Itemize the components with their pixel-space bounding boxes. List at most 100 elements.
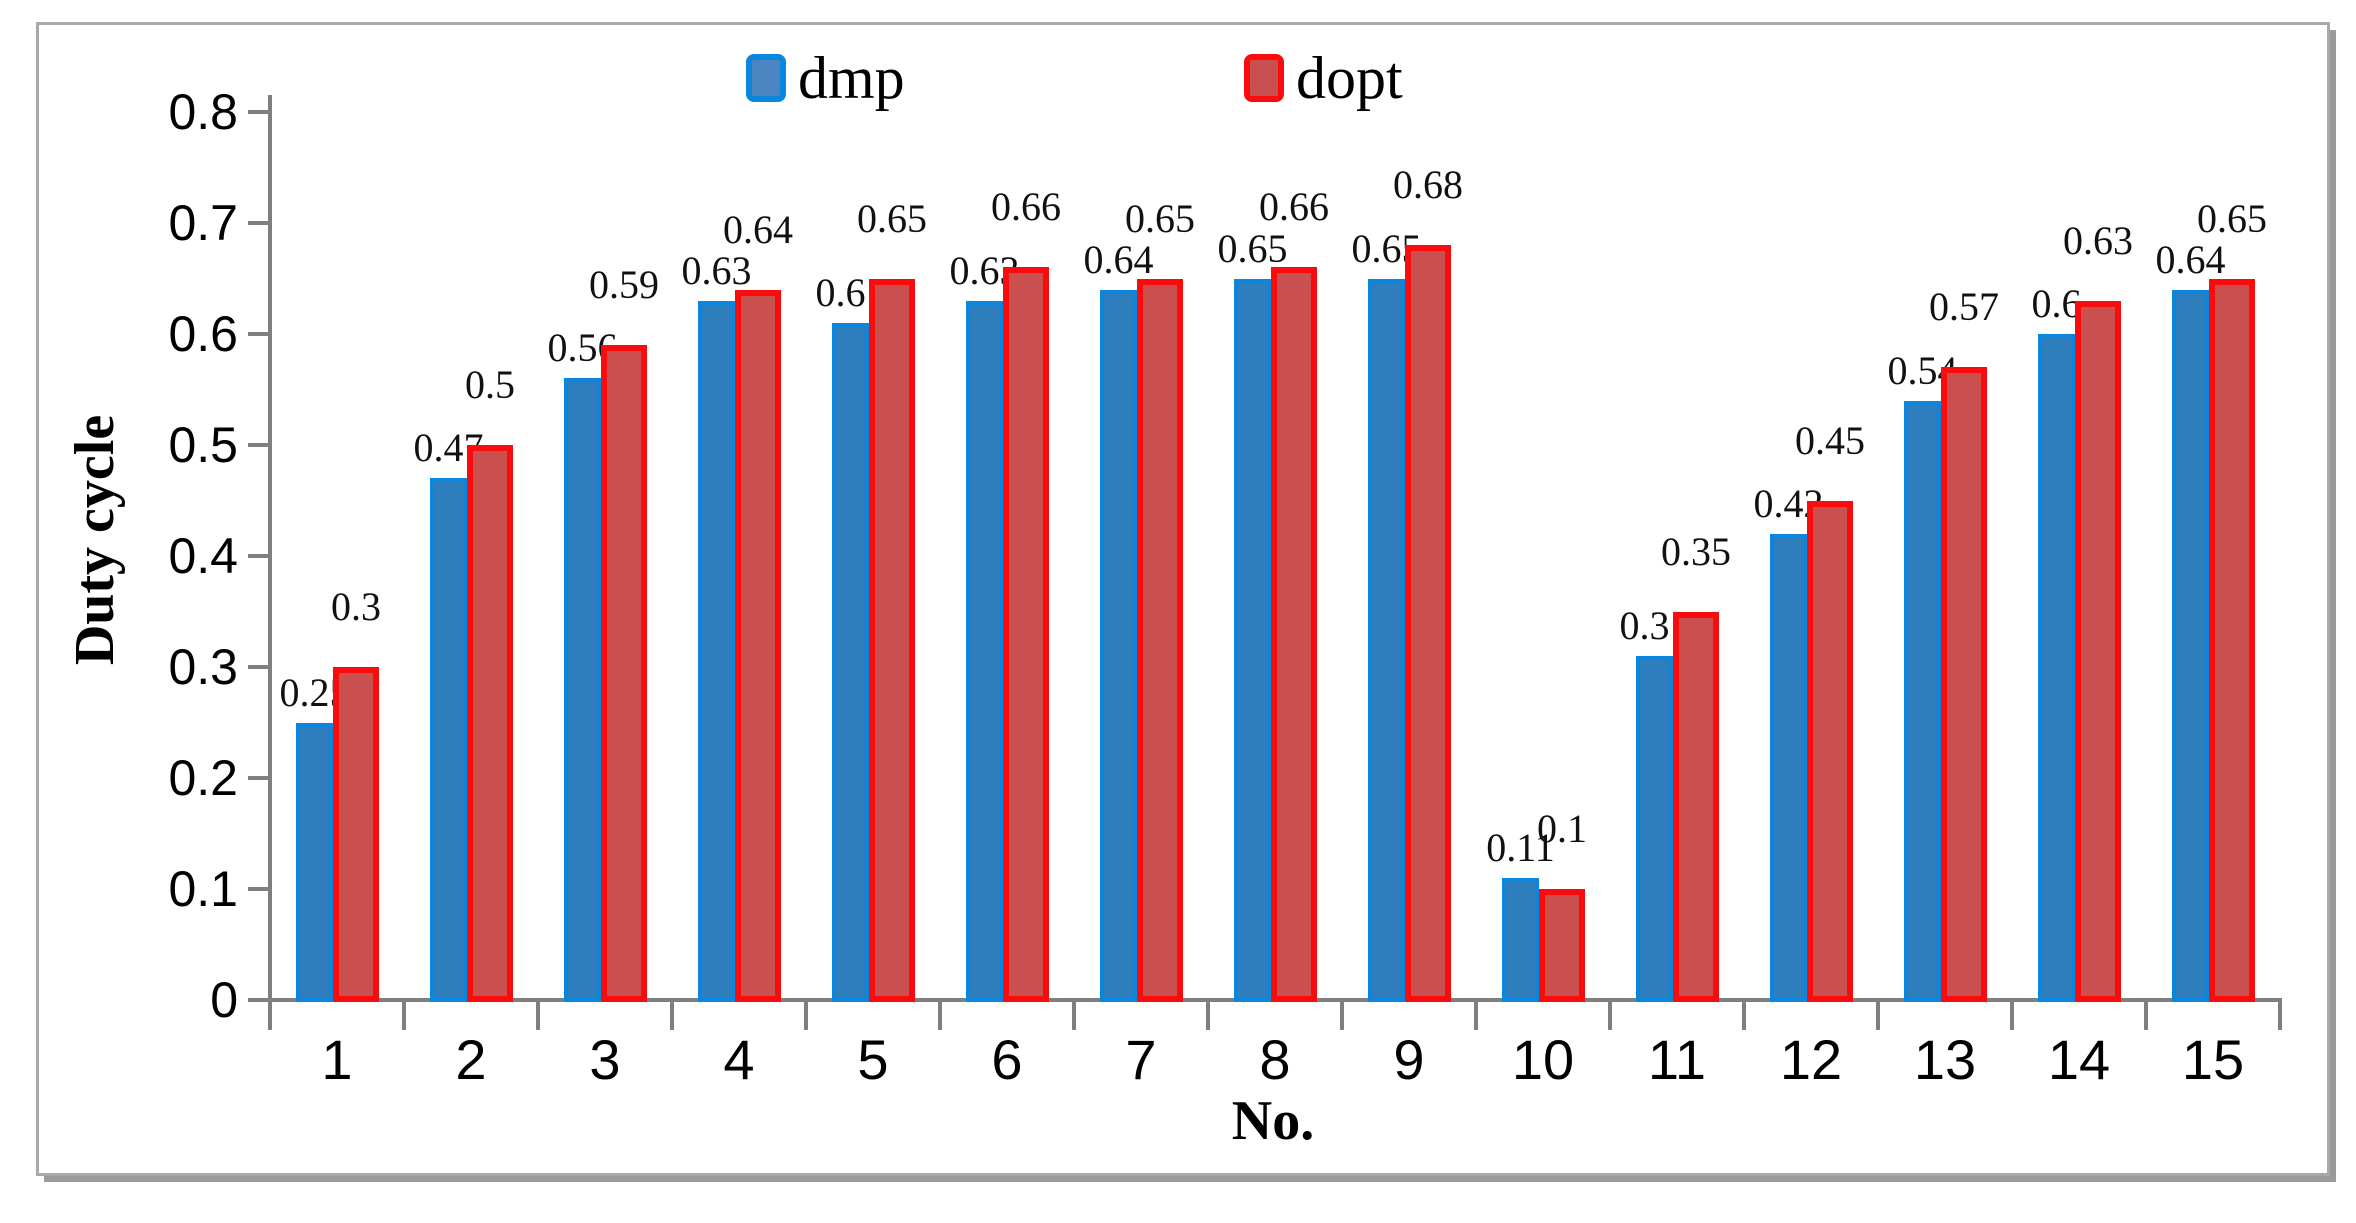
bar-dopt — [2209, 278, 2255, 1002]
x-tick — [268, 998, 272, 1030]
bar-dopt — [869, 278, 915, 1002]
bar-dmp — [2038, 334, 2075, 1002]
x-tick-label: 13 — [1913, 1028, 1977, 1091]
bar-dmp — [966, 300, 1003, 1002]
bar-label-dmp: 0.64 — [1083, 236, 1154, 282]
x-tick-label: 12 — [1779, 1028, 1843, 1091]
y-tick-label: 0.5 — [168, 417, 238, 473]
bar-dopt — [735, 289, 781, 1002]
bar-dmp — [564, 378, 601, 1002]
x-tick — [2010, 998, 2014, 1030]
bar-label-dopt: 0.3 — [331, 584, 381, 629]
bar-label-dopt: 0.59 — [589, 262, 659, 308]
x-tick-label: 3 — [589, 1028, 621, 1091]
legend-label-dopt: dopt — [1296, 45, 1403, 111]
y-tick-label: 0.1 — [168, 861, 238, 917]
x-tick-label: 10 — [1511, 1028, 1575, 1091]
bar-label-dopt: 0.66 — [1259, 184, 1329, 230]
legend-swatch-dmp-icon — [746, 54, 786, 102]
bar-label-dopt: 0.1 — [1537, 806, 1587, 851]
bar-label-dmp: 0.64 — [2155, 236, 2226, 282]
y-tick-label: 0.8 — [168, 84, 238, 140]
x-tick — [536, 998, 540, 1030]
x-tick-label: 8 — [1259, 1028, 1291, 1091]
x-tick — [670, 998, 674, 1030]
y-tick — [248, 998, 270, 1002]
bar-label-dopt: 0.68 — [1393, 162, 1463, 208]
y-tick-label: 0.4 — [168, 528, 238, 584]
bar-dopt — [333, 667, 379, 1002]
legend-label-dmp: dmp — [798, 45, 905, 111]
bar-dmp — [1770, 533, 1807, 1002]
bar-label-dopt: 0.66 — [991, 184, 1061, 230]
x-tick-label: 14 — [2047, 1028, 2111, 1091]
bar-dmp — [1234, 278, 1271, 1002]
bar-label-dopt: 0.65 — [2197, 195, 2267, 241]
bar-dmp — [1368, 278, 1405, 1002]
x-tick-label: 6 — [991, 1028, 1023, 1091]
bar-label-dopt: 0.64 — [723, 206, 793, 252]
y-tick — [248, 221, 270, 225]
y-tick-label: 0.6 — [168, 306, 238, 362]
bar-label-dopt: 0.57 — [1929, 284, 1999, 330]
y-tick — [248, 554, 270, 558]
x-tick — [1072, 998, 1076, 1030]
x-axis-title: No. — [1231, 1090, 1315, 1152]
bar-dopt — [1137, 278, 1183, 1002]
x-tick — [2144, 998, 2148, 1030]
x-tick — [938, 998, 942, 1030]
y-tick — [248, 443, 270, 447]
bar-label-dopt: 0.63 — [2063, 217, 2133, 263]
x-tick — [1474, 998, 1478, 1030]
x-tick — [1608, 998, 1612, 1030]
y-axis-line — [268, 95, 272, 1002]
bar-dmp — [1636, 655, 1673, 1002]
x-tick-label: 7 — [1125, 1028, 1157, 1091]
x-tick-label: 1 — [321, 1028, 353, 1091]
x-tick — [402, 998, 406, 1030]
bar-dopt — [1941, 367, 1987, 1002]
bar-dopt — [1673, 611, 1719, 1002]
bar-dmp — [1904, 400, 1941, 1002]
x-tick-label: 15 — [2181, 1028, 2245, 1091]
y-tick-label: 0.2 — [168, 750, 238, 806]
x-tick-label: 9 — [1393, 1028, 1425, 1091]
y-tick — [248, 887, 270, 891]
x-tick-label: 2 — [455, 1028, 487, 1091]
y-tick-label: 0.3 — [168, 639, 238, 695]
bar-dmp — [296, 722, 333, 1002]
bar-dopt — [2075, 300, 2121, 1002]
x-tick — [804, 998, 808, 1030]
bar-label-dmp: 0.63 — [681, 247, 752, 293]
bar-label-dopt: 0.65 — [857, 195, 927, 241]
y-tick-label: 0 — [210, 972, 238, 1028]
bar-dopt — [1003, 267, 1049, 1002]
x-tick — [1340, 998, 1344, 1030]
x-tick-label: 4 — [723, 1028, 755, 1091]
x-tick — [2278, 998, 2282, 1030]
bar-dopt — [1271, 267, 1317, 1002]
legend-item-dmp: dmp — [746, 48, 905, 108]
bar-label-dopt: 0.35 — [1661, 528, 1731, 574]
x-tick-label: 5 — [857, 1028, 889, 1091]
x-tick — [1742, 998, 1746, 1030]
legend-swatch-dopt-icon — [1244, 54, 1284, 102]
bar-dopt — [467, 445, 513, 1002]
y-tick — [248, 332, 270, 336]
y-tick — [248, 776, 270, 780]
bar-dmp — [1502, 877, 1539, 1002]
bar-label-dmp: 0.65 — [1217, 225, 1288, 271]
bar-label-dopt: 0.45 — [1795, 417, 1865, 463]
bar-label-dmp: 0.11 — [1486, 824, 1555, 870]
bar-label-dopt: 0.65 — [1125, 195, 1195, 241]
x-tick-label: 11 — [1647, 1028, 1707, 1091]
x-tick — [1876, 998, 1880, 1030]
bar-dopt — [601, 345, 647, 1002]
legend-item-dopt: dopt — [1244, 48, 1403, 108]
bar-dmp — [698, 300, 735, 1002]
y-tick — [248, 665, 270, 669]
bar-dmp — [832, 322, 869, 1002]
bar-dmp — [430, 478, 467, 1002]
